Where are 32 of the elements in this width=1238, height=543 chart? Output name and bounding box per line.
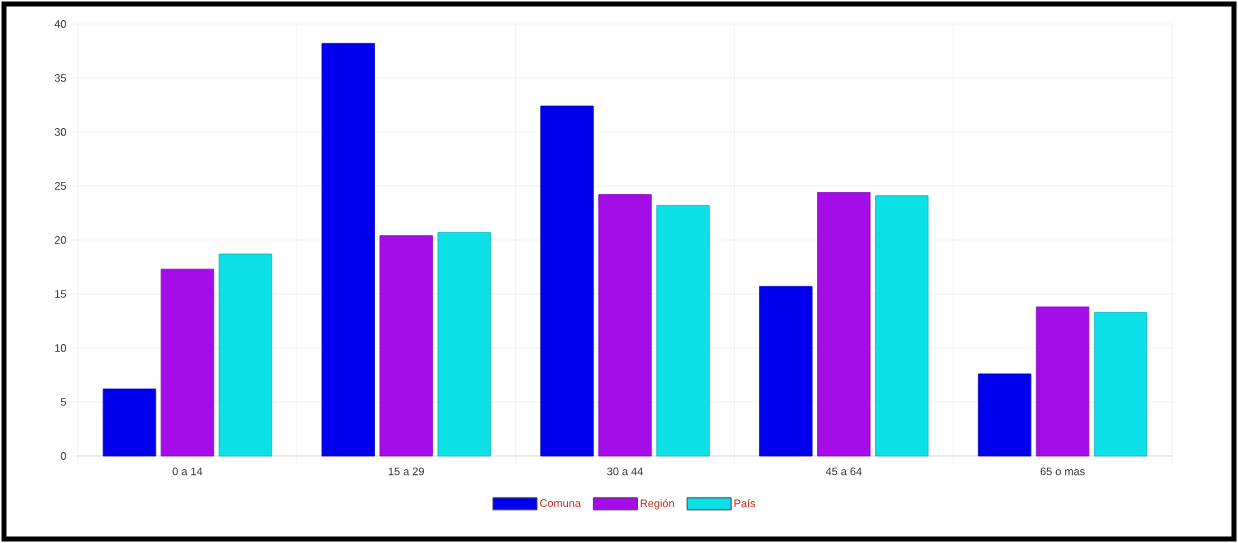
x-tick-label: 30 a 44	[607, 467, 643, 476]
y-tick-label: 20	[54, 236, 67, 244]
x-tick-label: 0 a 14	[172, 467, 203, 476]
bar	[540, 105, 594, 457]
bar	[759, 286, 813, 457]
y-tick-label: 30	[54, 128, 67, 136]
bar	[1093, 311, 1148, 457]
bar	[321, 43, 375, 457]
y-tick-label: 5	[60, 398, 67, 406]
x-tick-label: 65 o mas	[1040, 467, 1085, 476]
bar	[218, 253, 273, 457]
bar	[437, 232, 491, 457]
legend-label: Comuna	[540, 499, 581, 508]
y-tick-label: 15	[55, 290, 67, 298]
legend-label: País	[734, 499, 756, 508]
x-tick-label: 15 a 29	[388, 467, 424, 476]
y-tick-label: 10	[55, 344, 67, 352]
y-tick-label: 0	[60, 452, 67, 460]
bar	[977, 373, 1032, 457]
bar	[656, 205, 710, 457]
bar	[817, 192, 871, 457]
y-tick-label: 40	[54, 20, 67, 28]
bar	[1035, 306, 1090, 457]
bar	[875, 195, 929, 457]
y-tick-label: 25	[54, 182, 67, 190]
legend-label: Región	[640, 499, 674, 510]
bar	[598, 194, 652, 457]
x-tick-label: 45 a 64	[825, 467, 862, 476]
bar	[379, 235, 433, 457]
bar	[160, 268, 215, 457]
bar	[102, 388, 157, 457]
y-tick-label: 35	[54, 74, 67, 82]
